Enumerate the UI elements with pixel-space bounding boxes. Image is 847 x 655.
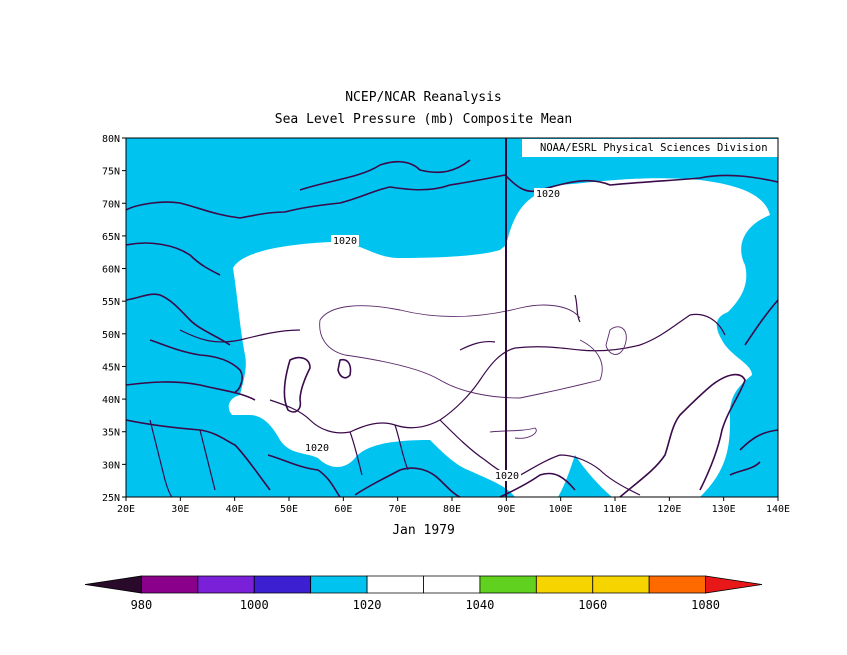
lat-tick-label: 60N: [102, 265, 120, 276]
lat-tick-label: 70N: [102, 199, 120, 210]
colorbar-swatch: [705, 575, 763, 594]
colorbar-swatch: [253, 575, 312, 594]
lat-tick-label: 25N: [102, 493, 120, 504]
lat-tick-label: 30N: [102, 460, 120, 471]
lat-tick-label: 35N: [102, 428, 120, 439]
lat-tick-label: 55N: [102, 297, 120, 308]
lon-tick-label: 40E: [226, 504, 244, 515]
colorbar-tick-label: 1000: [240, 598, 269, 612]
colorbar-swatch: [423, 575, 481, 594]
contour-label: 1020: [305, 443, 329, 454]
lon-tick-label: 120E: [657, 504, 681, 515]
lon-tick-label: 90E: [497, 504, 515, 515]
latitude-axis: 80N 75N 70N 65N 60N 55N 50N 45N 40N 35N 30N 25N: [102, 134, 126, 504]
colorbar-tick-label: 1080: [691, 598, 720, 612]
longitude-axis: 20E 30E 40E 50E 60E 70E 80E 90E 100E 110E 120E 130E…: [117, 497, 790, 515]
map-title: NCEP/NCAR Reanalysis: [345, 90, 502, 105]
lon-tick-label: 140E: [766, 504, 790, 515]
colorbar-tick-label: 1040: [465, 598, 494, 612]
colorbar-swatch: [366, 575, 424, 594]
colorbar-swatch: [310, 575, 368, 594]
lat-tick-label: 65N: [102, 232, 120, 243]
lon-tick-label: 20E: [117, 504, 135, 515]
colorbar-tick-label: 980: [131, 598, 153, 612]
lon-tick-label: 80E: [443, 504, 461, 515]
pressure-contours: [319, 304, 627, 439]
lat-tick-label: 75N: [102, 167, 120, 178]
colorbar: 980 1000 1020 1040 1060 1080: [84, 575, 763, 612]
colorbar-swatch: [479, 575, 537, 594]
lon-tick-label: 60E: [334, 504, 352, 515]
lat-tick-label: 50N: [102, 330, 120, 341]
colorbar-swatch: [535, 575, 594, 594]
contour-label-group: 1020 1020 1020 1020: [303, 188, 562, 482]
colorbar-swatch: [648, 575, 706, 594]
period-label: Jan 1979: [392, 523, 455, 538]
contour-label: 1020: [333, 236, 357, 247]
coastlines: [125, 159, 779, 498]
colorbar-swatch: [141, 575, 199, 594]
map-subtitle: Sea Level Pressure (mb) Composite Mean: [274, 112, 573, 127]
high-pressure-region: [228, 178, 770, 497]
colorbar-tick-label: 1020: [353, 598, 382, 612]
lon-tick-label: 100E: [549, 504, 573, 515]
lon-tick-label: 50E: [280, 504, 298, 515]
credit-text: NOAA/ESRL Physical Sciences Division: [540, 142, 768, 154]
lat-tick-label: 45N: [102, 362, 120, 373]
lon-tick-label: 110E: [603, 504, 627, 515]
contour-label: 1020: [536, 189, 560, 200]
colorbar-swatch: [592, 575, 650, 594]
lat-tick-label: 80N: [102, 134, 120, 145]
lon-tick-label: 30E: [171, 504, 189, 515]
lon-tick-label: 70E: [389, 504, 407, 515]
colorbar-swatch: [84, 575, 142, 594]
contour-label: 1020: [495, 471, 519, 482]
credit-box: [522, 139, 778, 157]
colorbar-tick-label: 1060: [578, 598, 607, 612]
lon-tick-label: 130E: [712, 504, 736, 515]
lat-tick-label: 40N: [102, 395, 120, 406]
colorbar-swatch: [197, 575, 255, 594]
